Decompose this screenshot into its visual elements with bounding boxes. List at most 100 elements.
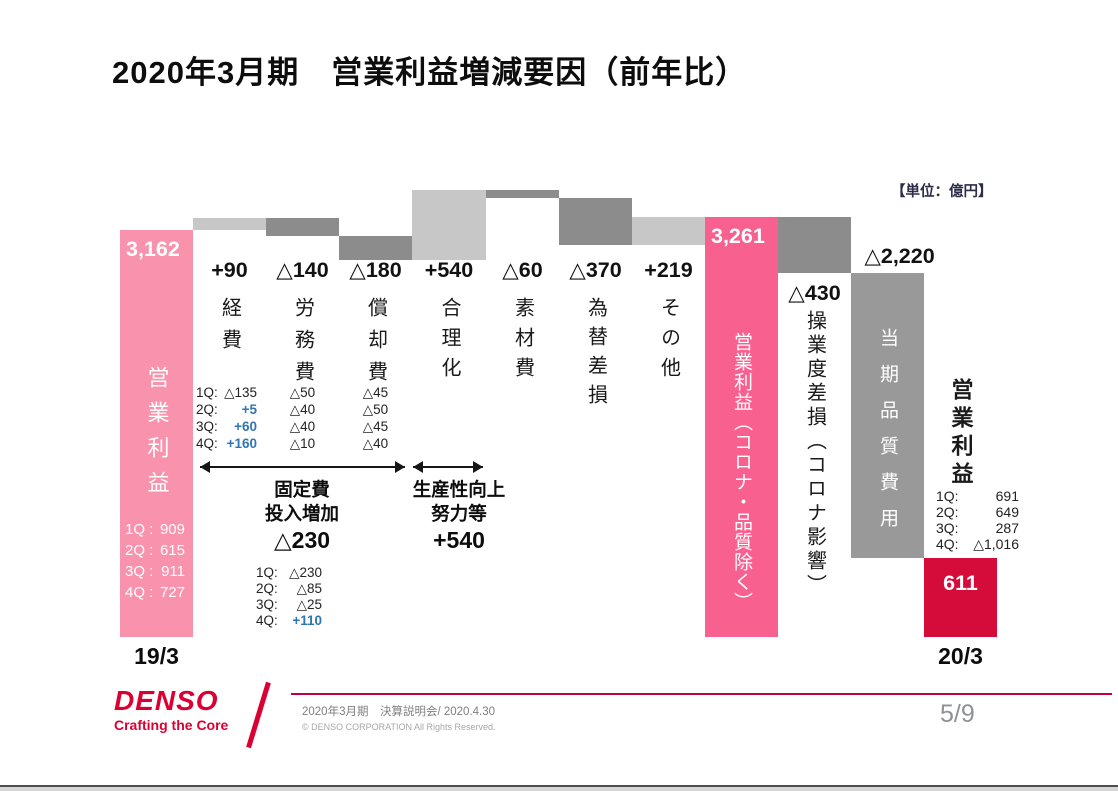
bar-category-label: 合理化 bbox=[412, 297, 486, 387]
x-axis-label: 20/3 bbox=[938, 643, 983, 669]
quarter-line: 3Q: 287 bbox=[936, 520, 1019, 536]
category-text: 為替差損 bbox=[584, 297, 607, 413]
bar-value-label: +90 bbox=[211, 258, 248, 282]
category-text: 経費 bbox=[218, 297, 241, 361]
bar-value-label: △2,220 bbox=[864, 243, 935, 268]
bar-10 bbox=[778, 217, 851, 273]
quarterly-values: 1Q: △135 2Q: +5 3Q: +60 4Q: +160 bbox=[196, 384, 257, 452]
bar-7 bbox=[559, 197, 632, 246]
bar-value-label: △60 bbox=[502, 258, 543, 282]
bar-value-label: △180 bbox=[349, 258, 402, 282]
quarter-line: 1Q :909 bbox=[125, 521, 185, 538]
footer-copyright: © DENSO CORPORATION All Rights Reserved. bbox=[302, 722, 496, 732]
bar-value-label: 611 bbox=[943, 571, 978, 596]
annotation-arrow bbox=[413, 461, 483, 473]
quarter-line: △50 bbox=[289, 385, 316, 400]
quarterly-values: 1Q: △230 2Q: △85 3Q: △25 4Q: +110 bbox=[256, 565, 322, 629]
bar-1 bbox=[120, 230, 193, 637]
annotation-line: 投入増加 bbox=[264, 503, 339, 524]
quarter-line: 4Q: +160 bbox=[196, 436, 257, 451]
x-axis-label: 19/3 bbox=[134, 643, 179, 669]
quarter-line: △45 bbox=[362, 419, 389, 434]
quarter-line: 4Q: △1,016 bbox=[936, 536, 1019, 552]
bar-category-label: 営業利益 bbox=[120, 366, 193, 506]
annotation-total: △230 bbox=[273, 527, 331, 553]
unit-label: 【単位：億円】 bbox=[891, 184, 993, 200]
bar-category-label: 営業利益 bbox=[924, 378, 997, 490]
quarterly-values: 1Q :909 2Q :615 3Q :911 4Q :727 bbox=[125, 519, 185, 603]
bar-value-label: △370 bbox=[569, 258, 622, 282]
quarter-line: 2Q :615 bbox=[125, 542, 185, 559]
category-text: 合理化 bbox=[438, 297, 460, 387]
quarter-line: 2Q: △85 bbox=[256, 581, 322, 596]
category-text: 操業度差損（コロナ影響） bbox=[803, 310, 826, 598]
bar-value-label: +219 bbox=[644, 258, 693, 282]
quarter-line: 3Q :911 bbox=[125, 563, 185, 580]
quarter-line: 1Q: 691 bbox=[936, 488, 1019, 504]
bar-category-label: 素材費 bbox=[486, 297, 559, 387]
bar-5 bbox=[412, 190, 486, 260]
quarter-line: 2Q: 649 bbox=[936, 504, 1019, 520]
denso-tagline: Crafting the Core bbox=[114, 717, 229, 733]
bar-12 bbox=[924, 558, 997, 637]
page-number: 5/9 bbox=[940, 700, 975, 728]
annotation-text: 固定費投入増加 △230 bbox=[212, 478, 392, 555]
quarter-line: 3Q: △25 bbox=[256, 597, 322, 612]
quarter-line: △45 bbox=[362, 385, 389, 400]
annotation-line: 生産性向上 bbox=[412, 479, 506, 500]
quarter-line: △10 bbox=[289, 436, 316, 451]
footer-slash-divider bbox=[246, 681, 271, 749]
bar-3 bbox=[266, 218, 339, 237]
bar-category-label: 当期品質費用 bbox=[851, 328, 924, 544]
annotation-line: 固定費 bbox=[274, 479, 330, 500]
bar-4 bbox=[339, 236, 412, 260]
quarter-line: 4Q: +110 bbox=[256, 613, 322, 628]
bar-value-label: +540 bbox=[424, 258, 474, 282]
bar-value-label: 3,162 bbox=[126, 237, 180, 261]
quarter-line: 1Q: △230 bbox=[256, 565, 322, 580]
footer-event-text: 2020年3月期 決算説明会/ 2020.4.30 bbox=[302, 706, 496, 718]
quarterly-values: 1Q: 691 2Q: 649 3Q: 287 4Q: △1,016 bbox=[936, 488, 1019, 552]
waterfall-chart: 3,162 営業利益 1Q :909 2Q :615 3Q :911 4Q :727 19/… bbox=[120, 190, 1019, 669]
bar-value-label: △430 bbox=[788, 280, 841, 305]
quarter-line: △50 bbox=[362, 402, 389, 417]
quarter-line: △40 bbox=[362, 436, 389, 451]
annotation-total: +540 bbox=[433, 527, 485, 553]
bar-category-label: 労務費 bbox=[266, 297, 339, 393]
category-text: 当期品質費用 bbox=[877, 328, 898, 544]
category-text: 営業利益（コロナ・品質除く） bbox=[731, 332, 752, 612]
bar-6 bbox=[486, 190, 559, 198]
category-text: 償却費 bbox=[364, 297, 387, 393]
category-text: その他 bbox=[657, 297, 680, 387]
denso-logo: DENSO bbox=[114, 685, 219, 716]
quarterly-values: △45 △50 △45 △40 bbox=[354, 384, 398, 452]
page-title: 2020年3月期 営業利益増減要因（前年比） bbox=[112, 55, 748, 90]
annotation-line: 努力等 bbox=[431, 503, 487, 524]
annotation-text: 生産性向上努力等 +540 bbox=[369, 478, 549, 555]
bar-category-label: 営業利益（コロナ・品質除く） bbox=[705, 332, 778, 612]
window-bottom-edge bbox=[0, 785, 1118, 791]
bar-category-label: 操業度差損（コロナ影響） bbox=[778, 310, 851, 598]
quarter-line: 4Q :727 bbox=[125, 584, 185, 601]
bar-category-label: 償却費 bbox=[339, 297, 412, 393]
bar-8 bbox=[632, 217, 705, 246]
bar-category-label: その他 bbox=[632, 297, 705, 387]
category-text: 素材費 bbox=[511, 297, 534, 387]
quarter-line: △40 bbox=[289, 419, 316, 434]
bar-9 bbox=[705, 217, 778, 637]
quarter-line: 3Q: +60 bbox=[196, 419, 257, 434]
bar-value-label: △140 bbox=[276, 258, 329, 282]
quarterly-values: △50 △40 △40 △10 bbox=[281, 384, 325, 452]
category-text: 営業利益 bbox=[144, 366, 170, 506]
bar-11 bbox=[851, 272, 924, 559]
bar-value-label: 3,261 bbox=[711, 224, 765, 249]
footer-rule bbox=[291, 693, 1112, 695]
category-text: 営業利益 bbox=[948, 378, 974, 490]
bar-category-label: 為替差損 bbox=[559, 297, 632, 413]
quarter-line: 2Q: +5 bbox=[196, 402, 257, 417]
bar-category-label: 経費 bbox=[193, 297, 266, 361]
quarter-line: △40 bbox=[289, 402, 316, 417]
bar-2 bbox=[193, 218, 266, 230]
annotation-arrow bbox=[200, 461, 405, 473]
